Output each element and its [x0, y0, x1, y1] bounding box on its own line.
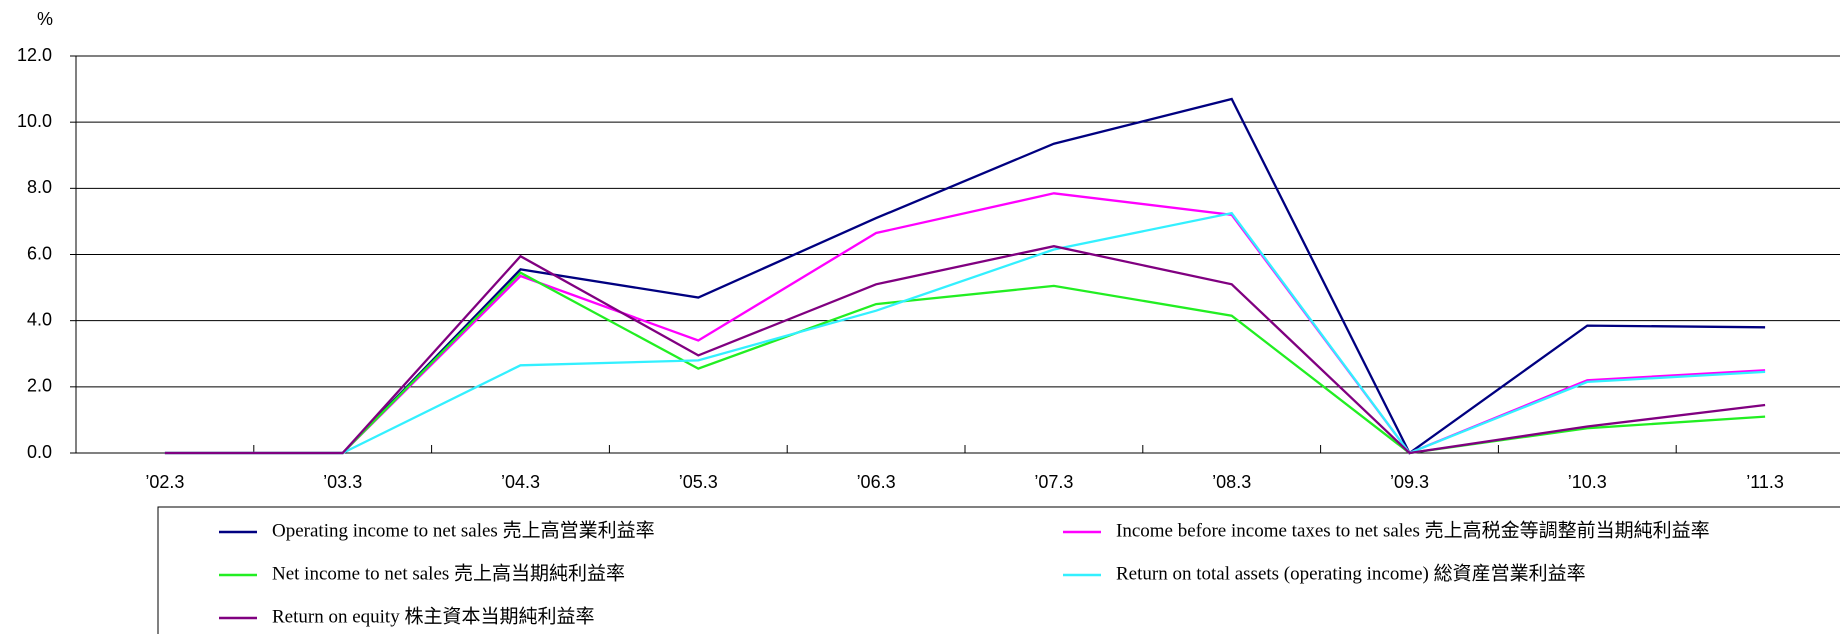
legend-box	[157, 506, 1840, 634]
legend-label: Return on equity 株主資本当期純利益率	[272, 605, 594, 627]
legend-label: Income before income taxes to net sales …	[1116, 519, 1710, 541]
series-line	[164, 192, 1766, 455]
y-tick-label: 2.0	[27, 376, 52, 396]
x-tick-label: ’02.3	[145, 472, 184, 492]
x-tick-label: ’06.3	[857, 472, 896, 492]
x-tick-label: ’11.3	[1746, 472, 1784, 492]
x-tick-label: ’04.3	[501, 472, 540, 492]
x-tick-label: ’10.3	[1568, 472, 1607, 492]
x-tick-label: ’03.3	[323, 472, 362, 492]
x-tick-label: ’05.3	[679, 472, 718, 492]
legend-label: Return on total assets (operating income…	[1116, 562, 1586, 584]
x-tick-label: ’09.3	[1390, 472, 1429, 492]
y-tick-label: 6.0	[27, 243, 52, 263]
y-tick-label: 0.0	[27, 442, 52, 462]
y-tick-label: 10.0	[17, 111, 52, 131]
series-line	[164, 245, 1766, 455]
legend-label: Operating income to net sales 売上高営業利益率	[272, 519, 655, 541]
y-tick-label: 12.0	[17, 45, 52, 65]
x-tick-label: ’08.3	[1212, 472, 1251, 492]
series-line	[164, 97, 1766, 455]
y-tick-label: 8.0	[27, 177, 52, 197]
series-line	[164, 211, 1766, 455]
y-tick-label: 4.0	[27, 309, 52, 329]
y-unit: %	[37, 9, 53, 29]
x-tick-label: ’07.3	[1034, 472, 1073, 492]
series-line	[164, 271, 1766, 455]
legend-label: Net income to net sales 売上高当期純利益率	[272, 562, 625, 584]
